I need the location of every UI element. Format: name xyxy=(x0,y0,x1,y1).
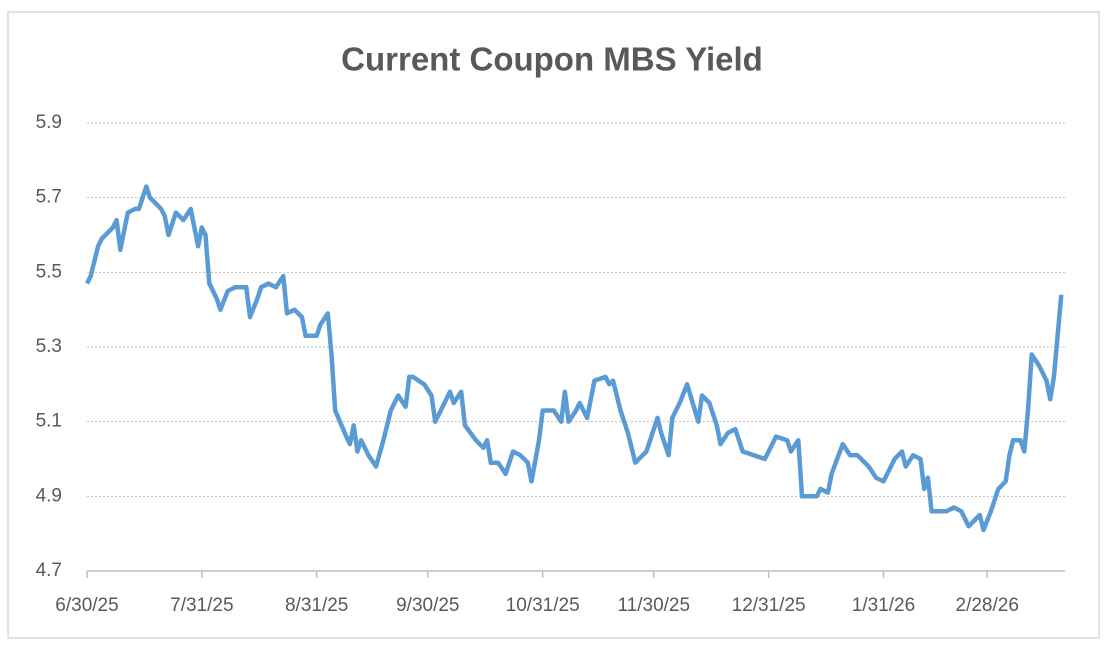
x-tick-label: 9/30/25 xyxy=(396,595,459,616)
y-tick-label: 5.5 xyxy=(36,261,62,282)
x-tick-label: 1/31/26 xyxy=(852,595,915,616)
x-tick-label: 10/31/25 xyxy=(506,595,580,616)
x-tick-label: 2/28/26 xyxy=(956,595,1019,616)
x-tick-label: 12/31/25 xyxy=(732,595,806,616)
x-tick-label: 6/30/25 xyxy=(55,595,118,616)
y-tick-label: 5.9 xyxy=(36,112,62,133)
x-tick-label: 7/31/25 xyxy=(170,595,233,616)
y-tick-label: 4.9 xyxy=(36,485,62,506)
y-tick-label: 4.7 xyxy=(36,560,62,581)
chart-frame xyxy=(7,11,1100,639)
data-line xyxy=(84,184,1064,533)
x-tick-label: 8/31/25 xyxy=(285,595,348,616)
y-tick-label: 5.7 xyxy=(36,187,62,208)
y-tick-label: 5.1 xyxy=(36,411,62,432)
x-tick-label: 11/30/25 xyxy=(618,595,691,616)
y-tick-label: 5.3 xyxy=(36,336,62,357)
chart-title: Current Coupon MBS Yield xyxy=(341,41,763,78)
